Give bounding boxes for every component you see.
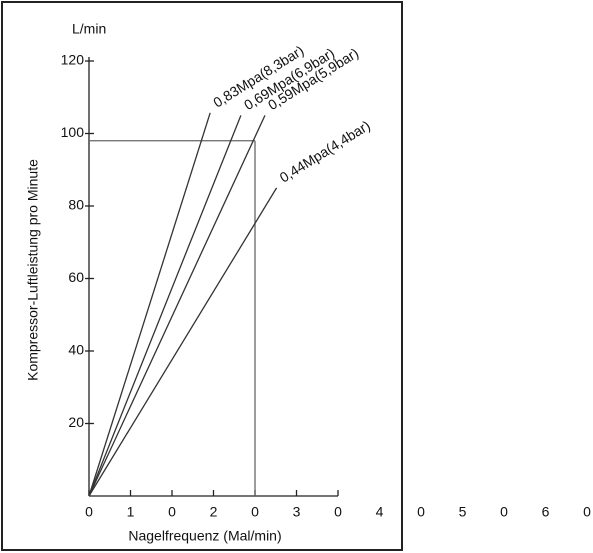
y-unit: L/min: [72, 21, 106, 37]
y-axis-label: Kompressor-Luftleistung pro Minute: [25, 159, 41, 381]
series-line: [88, 115, 242, 497]
y-tick-label: 80: [68, 197, 84, 213]
y-tick-label: 60: [68, 269, 84, 285]
x-tick-label: 5: [459, 504, 467, 520]
x-tick-label: 0: [334, 504, 342, 520]
x-tick-label: 0: [417, 504, 425, 520]
series-line: [88, 115, 266, 497]
x-tick-label: 1: [127, 504, 135, 520]
x-axis-label: Nagelfrequenz (Mal/min): [128, 528, 281, 544]
x-tick-label: 0: [168, 504, 176, 520]
series-label: 0,44Mpa(4,4bar): [277, 117, 373, 185]
series-line: [88, 187, 278, 497]
x-tick-label: 0: [583, 504, 591, 520]
x-tick-label: 2: [210, 504, 218, 520]
x-tick-label: 3: [293, 504, 301, 520]
y-tick-label: 100: [61, 124, 85, 140]
series-line: [88, 112, 211, 497]
frame: [1, 1, 403, 551]
x-tick-label: 4: [376, 504, 384, 520]
y-tick-label: 120: [61, 52, 85, 68]
y-tick-label: 20: [68, 414, 84, 430]
x-tick-label: 0: [251, 504, 259, 520]
x-tick-label: 6: [542, 504, 550, 520]
y-tick-label: 40: [68, 342, 84, 358]
x-tick-label: 0: [85, 504, 93, 520]
x-tick-label: 0: [500, 504, 508, 520]
